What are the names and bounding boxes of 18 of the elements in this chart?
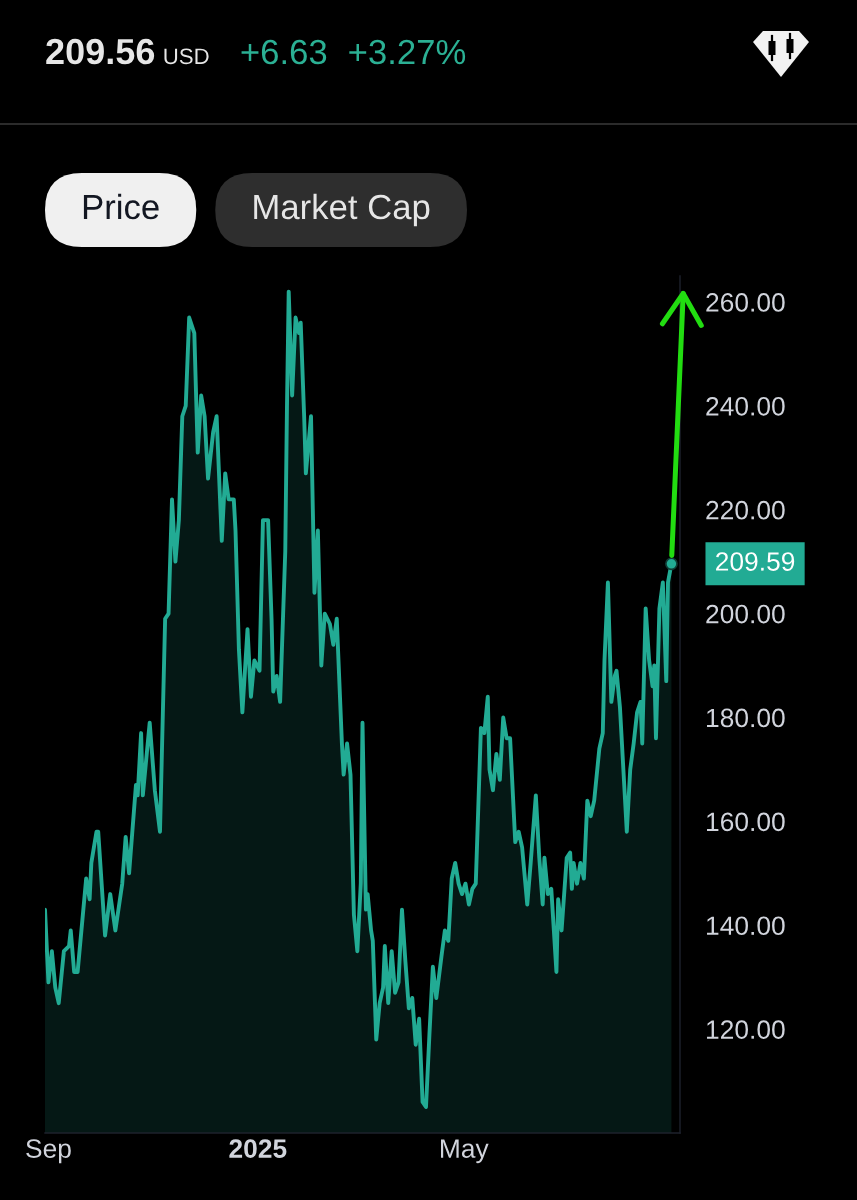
text: +6.63	[241, 39, 327, 65]
text: Price	[83, 193, 159, 220]
y-tick-label: 180.00	[707, 708, 785, 728]
x-tick-label: 2025	[229, 1139, 287, 1158]
text: Market Cap	[254, 193, 430, 227]
y-tick-label: 200.00	[706, 604, 785, 624]
y-tick-label: 260.00	[706, 293, 785, 312]
y-tick-label: 140.00	[707, 916, 785, 936]
y-tick-label: 240.00	[706, 396, 785, 416]
y-tick-label: 160.00	[707, 812, 785, 832]
chart-title: 209.56	[46, 38, 155, 65]
x-tick-label: Sep	[26, 1139, 71, 1164]
y-tick-label: 120.00	[707, 1020, 785, 1039]
text: USD	[164, 48, 209, 65]
y-tick-label: 220.00	[706, 500, 785, 520]
text: +3.27%	[349, 39, 466, 65]
annotation: 209.59	[716, 552, 795, 571]
x-tick-label: May	[441, 1139, 489, 1164]
